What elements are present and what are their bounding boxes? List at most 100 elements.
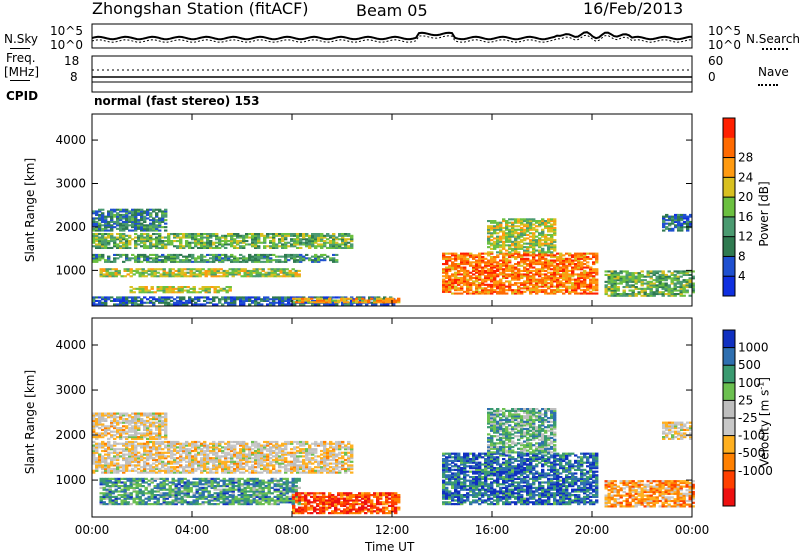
power-cell bbox=[532, 235, 536, 238]
power-cell bbox=[499, 221, 503, 224]
velocity-cell bbox=[212, 444, 216, 447]
velocity-cell bbox=[350, 467, 354, 471]
power-cell bbox=[616, 277, 620, 280]
power-cell bbox=[679, 287, 683, 290]
power-cell bbox=[332, 303, 336, 306]
velocity-cell bbox=[182, 444, 186, 447]
power-cell bbox=[149, 224, 153, 227]
power-cell bbox=[131, 301, 135, 304]
power-cell bbox=[101, 220, 105, 223]
power-cell bbox=[221, 303, 225, 306]
power-cell bbox=[92, 259, 96, 262]
power-cell bbox=[218, 253, 222, 256]
power-cell bbox=[311, 238, 315, 241]
velocity-cell bbox=[179, 460, 183, 463]
power-cell bbox=[308, 241, 312, 244]
velocity-cell bbox=[206, 449, 210, 453]
power-cell bbox=[287, 301, 291, 304]
power-cell bbox=[493, 220, 497, 223]
power-cell bbox=[625, 277, 629, 280]
power-cell bbox=[125, 215, 129, 218]
power-cell bbox=[493, 266, 497, 269]
power-cell bbox=[287, 255, 291, 258]
power-cell bbox=[505, 264, 509, 267]
power-cell bbox=[101, 301, 105, 304]
power-cell bbox=[361, 299, 365, 302]
velocity-cell bbox=[200, 458, 204, 462]
velocity-cell bbox=[209, 457, 213, 460]
power-cell bbox=[610, 277, 614, 280]
power-cell bbox=[288, 273, 292, 276]
velocity-cell bbox=[158, 444, 162, 447]
power-cell bbox=[158, 243, 162, 246]
velocity-cell bbox=[290, 469, 294, 472]
velocity-cell bbox=[245, 458, 249, 462]
power-cell bbox=[171, 268, 175, 271]
power-cell bbox=[688, 286, 692, 289]
power-cell bbox=[170, 303, 174, 306]
velocity-cell bbox=[326, 442, 330, 445]
power-cell bbox=[689, 220, 693, 223]
velocity-cell bbox=[92, 430, 96, 433]
power-cell bbox=[677, 226, 681, 229]
power-cell bbox=[230, 296, 234, 299]
velocity-cell bbox=[143, 471, 147, 474]
power-cell bbox=[92, 299, 96, 302]
power-cell bbox=[514, 256, 518, 259]
velocity-cell bbox=[113, 462, 117, 465]
power-cell bbox=[481, 269, 485, 272]
power-cell bbox=[652, 284, 656, 287]
power-cell bbox=[228, 268, 232, 271]
power-cell bbox=[206, 233, 210, 236]
power-cell bbox=[496, 242, 500, 245]
power-cell bbox=[129, 269, 133, 272]
power-cell bbox=[508, 268, 512, 271]
power-cell bbox=[469, 292, 473, 295]
power-cell bbox=[179, 233, 183, 236]
power-cell bbox=[182, 233, 186, 236]
power-cell bbox=[180, 269, 184, 272]
power-cell bbox=[643, 279, 647, 282]
power-cell bbox=[622, 286, 626, 289]
power-cell bbox=[466, 280, 470, 283]
power-cell bbox=[691, 275, 695, 278]
velocity-cell bbox=[176, 457, 180, 460]
power-cell bbox=[140, 260, 144, 263]
power-cell bbox=[367, 299, 371, 302]
velocity-cell bbox=[125, 440, 129, 444]
velocity-heatmap bbox=[92, 408, 695, 515]
velocity-cell bbox=[167, 460, 171, 463]
power-cell bbox=[95, 210, 99, 213]
power-cell bbox=[294, 271, 298, 274]
power-cell bbox=[92, 257, 96, 260]
power-cell bbox=[155, 260, 159, 263]
power-cell bbox=[95, 303, 99, 306]
power-cell bbox=[179, 241, 183, 244]
power-cell bbox=[655, 293, 659, 296]
power-cell bbox=[129, 271, 133, 274]
power-cell bbox=[179, 303, 183, 306]
power-cell bbox=[131, 217, 135, 220]
power-cell bbox=[266, 233, 270, 236]
power-cell bbox=[562, 285, 566, 288]
power-cell bbox=[574, 259, 578, 262]
power-cell bbox=[526, 263, 530, 266]
power-cell bbox=[362, 296, 366, 299]
power-cell bbox=[233, 255, 237, 258]
power-cell bbox=[134, 227, 138, 230]
power-cell bbox=[159, 275, 163, 278]
velocity-cell bbox=[137, 458, 141, 462]
power-cell bbox=[167, 255, 171, 258]
power-cell bbox=[577, 276, 581, 279]
power-cell bbox=[270, 273, 274, 276]
power-cell bbox=[158, 219, 162, 222]
velocity-cell bbox=[248, 448, 252, 451]
power-cell bbox=[311, 243, 315, 246]
power-cell bbox=[493, 221, 497, 224]
power-cell bbox=[502, 232, 506, 235]
power-cell bbox=[662, 222, 666, 225]
velocity-cell bbox=[149, 449, 153, 453]
velocity-cell bbox=[260, 444, 264, 447]
velocity-cell bbox=[122, 469, 126, 472]
power-cell bbox=[275, 296, 279, 299]
